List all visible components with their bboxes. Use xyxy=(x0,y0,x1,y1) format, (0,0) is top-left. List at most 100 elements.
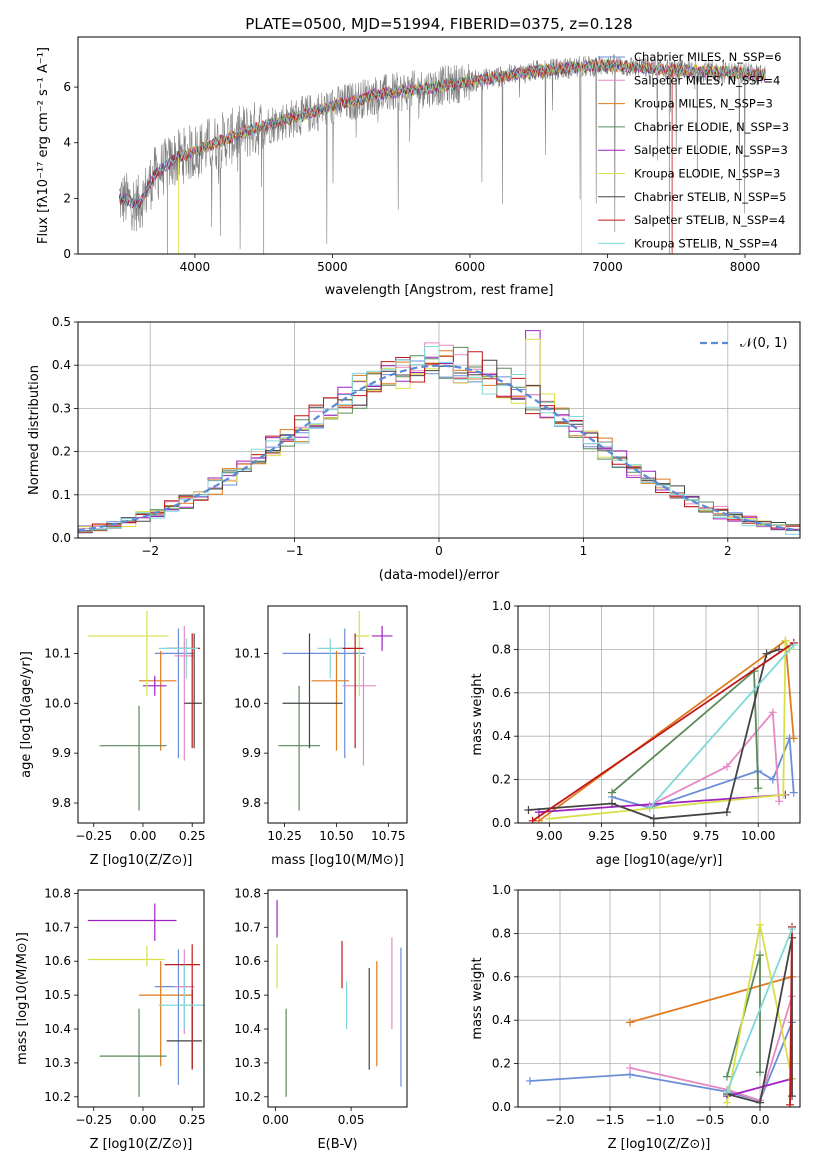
series-marker xyxy=(545,814,554,823)
series-marker xyxy=(723,1087,731,1096)
y-tick-label: 10.8 xyxy=(44,886,71,900)
x-tick-label: 8000 xyxy=(730,260,761,274)
y-tick-label: 10.2 xyxy=(44,1090,71,1104)
legend-label: Salpeter STELIB, N_SSP=4 xyxy=(634,213,785,227)
panel-age-vs-mass: 10.25 10.50 10.75 9.8 9.9 10.0 10.1 mass [log10… xyxy=(234,605,408,868)
series-marker xyxy=(756,951,764,960)
series-marker xyxy=(789,788,798,797)
x-tick-label: −1.0 xyxy=(645,1113,674,1127)
legend: 𝒩(0, 1) xyxy=(700,336,787,351)
panel-mass-vs-Z: −0.25 0.00 0.25 10.2 10.3 10.4 10.5 10.6 10.7 10.… xyxy=(15,886,206,1152)
x-tick-label: 9.25 xyxy=(588,829,615,843)
series-marker xyxy=(756,1068,764,1077)
series-kroupa-stelib xyxy=(723,925,796,1096)
x-axis-label: Z [log10(Z/Z⊙)] xyxy=(608,1137,711,1152)
point-kroupa-stelib xyxy=(158,638,199,679)
model-line-kroupa-stelib xyxy=(118,58,766,209)
point-salpeter-miles xyxy=(174,625,195,761)
legend-label: Kroupa MILES, N_SSP=3 xyxy=(634,97,773,111)
y-tick-label: 9.9 xyxy=(52,746,71,760)
point-kroupa-elodie xyxy=(87,610,169,696)
plot-area-age-vs-Z xyxy=(87,610,203,811)
legend-label: Chabrier STELIB, N_SSP=5 xyxy=(634,190,786,204)
point-kroupa-elodie xyxy=(355,610,370,696)
x-axis-label: age [log10(age/yr)] xyxy=(596,853,723,868)
x-tick-label: 2 xyxy=(724,544,732,558)
x-tick-label: 0 xyxy=(435,544,443,558)
y-tick-label: 0.5 xyxy=(52,315,71,329)
data-spectrum-line xyxy=(119,54,766,250)
y-tick-label: 9.9 xyxy=(242,746,261,760)
series-marker xyxy=(754,784,763,793)
series-marker xyxy=(781,636,790,645)
y-tick-label: 0.2 xyxy=(52,445,71,459)
y-tick-label: 4 xyxy=(63,136,71,150)
series-line xyxy=(549,640,791,820)
legend-label: Salpeter ELODIE, N_SSP=3 xyxy=(634,143,788,157)
series-salpeter-stelib xyxy=(786,922,796,1107)
series-marker xyxy=(524,805,533,814)
series-line xyxy=(532,642,795,822)
x-tick-label: 0.25 xyxy=(179,1113,206,1127)
y-tick-label: 0.0 xyxy=(52,531,71,545)
y-tick-label: 0.0 xyxy=(492,816,511,830)
point-kroupa-stelib xyxy=(317,638,343,679)
y-tick-label: 10.6 xyxy=(44,954,71,968)
plot-area-mass-vs-EBV xyxy=(276,900,402,1097)
y-tick-label: 10.8 xyxy=(234,886,261,900)
x-tick-label: 0.00 xyxy=(130,829,157,843)
x-tick-label: 10.75 xyxy=(371,829,405,843)
legend-label: Chabrier ELODIE, N_SSP=3 xyxy=(634,120,789,134)
y-tick-label: 10.3 xyxy=(234,1056,261,1070)
series-chabrier-elodie xyxy=(723,951,764,1081)
series-marker xyxy=(722,808,731,817)
x-tick-label: −1 xyxy=(286,544,304,558)
series-line xyxy=(629,996,793,1102)
panel-mass-weight-vs-Z: −2.0 −1.5 −1.0 −0.5 0.0 0.0 0.2 0.4 0.6 0.8 1.0 Z [… xyxy=(470,883,801,1152)
series-marker xyxy=(526,1076,534,1085)
series-chabrier-miles xyxy=(608,734,798,812)
x-tick-label: 0.05 xyxy=(338,1113,365,1127)
y-tick-label: 10.7 xyxy=(234,920,261,934)
point-chabrier-elodie xyxy=(99,1008,167,1097)
y-tick-label: 0.6 xyxy=(492,970,511,984)
series-marker xyxy=(608,788,616,797)
axes-frame xyxy=(267,889,408,1108)
y-axis-label: Flux [fλ10⁻¹⁷ erg cm⁻² s⁻¹ A⁻¹] xyxy=(36,47,51,244)
y-axis-label: mass weight xyxy=(470,673,485,755)
series-line xyxy=(789,926,793,1105)
point-kroupa-miles xyxy=(139,650,177,751)
y-axis-label: Normed distribution xyxy=(27,365,42,495)
y-tick-label: 0.4 xyxy=(52,358,71,372)
x-tick-label: 10.50 xyxy=(319,829,353,843)
y-tick-label: 10.0 xyxy=(234,696,261,710)
axes-frame xyxy=(517,605,801,824)
series-line xyxy=(649,710,780,807)
series-line xyxy=(726,928,793,1093)
axes-frame xyxy=(77,36,801,255)
series-marker xyxy=(775,797,784,806)
point-chabrier-stelib xyxy=(184,633,203,749)
series-chabrier-stelib xyxy=(524,645,784,823)
panel-mass-vs-EBV: 0.00 0.05 10.2 10.3 10.4 10.5 10.6 10.7 10.8 E(B-… xyxy=(234,886,408,1152)
point-kroupa-miles xyxy=(311,650,349,751)
x-axis-label: (data-model)/error xyxy=(379,568,500,583)
x-tick-label: 9.00 xyxy=(536,829,563,843)
point-chabrier-elodie xyxy=(99,705,167,811)
x-axis-label: Z [log10(Z/Z⊙)] xyxy=(90,1137,193,1152)
series-marker xyxy=(756,1098,764,1107)
x-tick-label: −0.5 xyxy=(695,1113,724,1127)
x-tick-label: 9.50 xyxy=(640,829,667,843)
point-chabrier-miles xyxy=(154,628,195,759)
series-line xyxy=(528,648,780,820)
series-marker xyxy=(779,790,788,799)
y-tick-label: 10.1 xyxy=(44,646,71,660)
plot-area-spectrum xyxy=(118,54,766,254)
y-axis-label: mass weight xyxy=(470,957,485,1039)
point-chabrier-stelib xyxy=(282,633,343,749)
legend-label: Chabrier MILES, N_SSP=6 xyxy=(634,50,781,64)
y-tick-label: 10.0 xyxy=(44,696,71,710)
point-kroupa-elodie xyxy=(87,945,165,967)
point-salpeter-stelib xyxy=(166,633,201,749)
x-tick-label: 0.00 xyxy=(130,1113,157,1127)
